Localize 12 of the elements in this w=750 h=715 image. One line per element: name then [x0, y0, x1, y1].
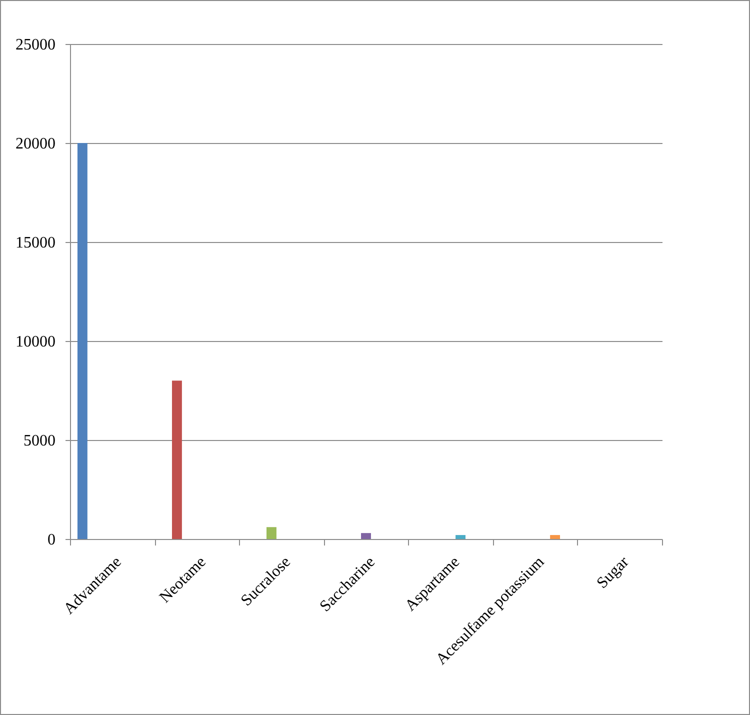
bar — [266, 527, 276, 539]
bar — [361, 533, 371, 539]
bar — [550, 535, 560, 539]
bar — [77, 143, 88, 539]
bar — [456, 535, 466, 539]
y-tick-label: 25000 — [16, 36, 56, 54]
bar — [172, 380, 182, 539]
y-tick-label: 20000 — [16, 136, 56, 152]
y-tick-label: 10000 — [16, 334, 56, 350]
y-tick-label: 5000 — [24, 432, 56, 450]
y-tick-label: 15000 — [16, 234, 56, 252]
y-tick-label: 0 — [48, 532, 56, 548]
